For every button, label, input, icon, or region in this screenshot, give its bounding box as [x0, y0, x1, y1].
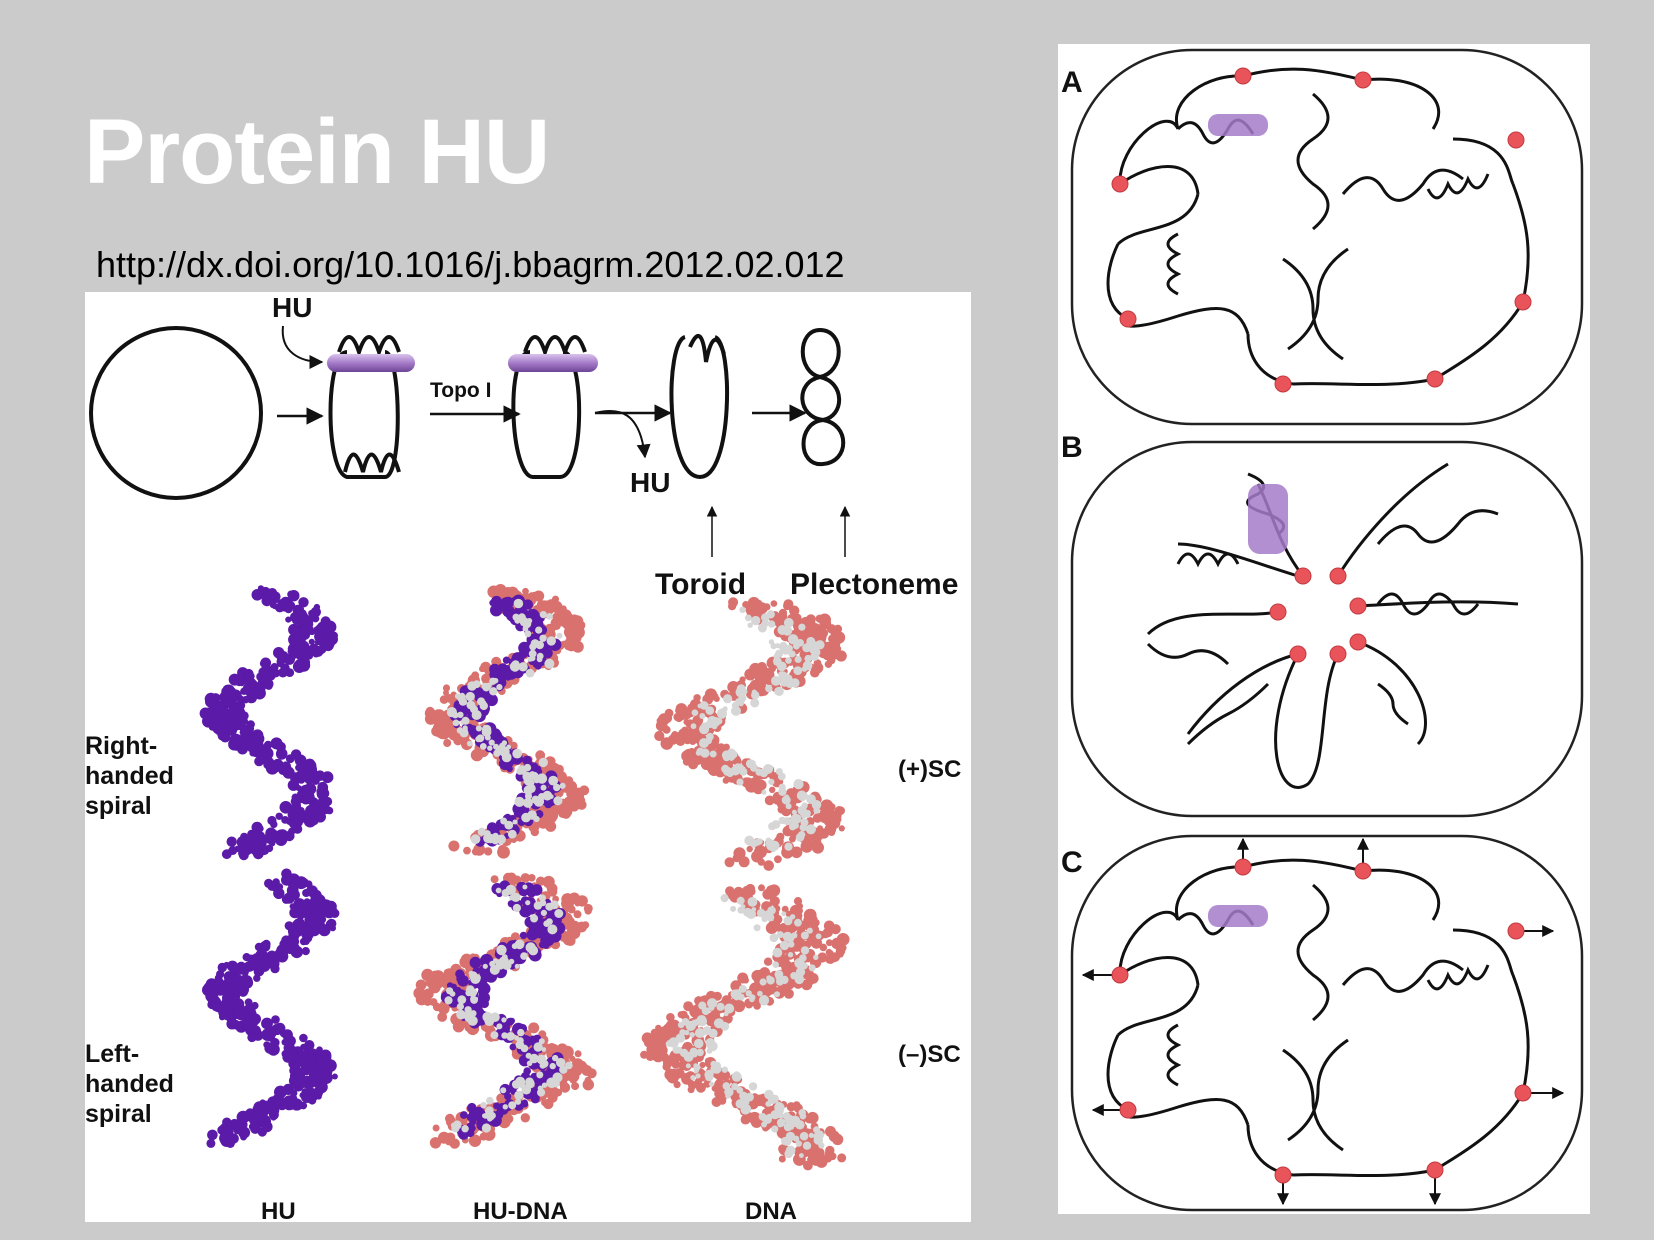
panel-b-loops — [1146, 462, 1519, 789]
topo-relaxed-loop — [511, 335, 587, 479]
hu-bound-loop — [328, 335, 401, 479]
negative-sc-label: (–)SC — [898, 1041, 961, 1068]
hudna-right-grey — [446, 598, 566, 845]
hudna-left-grey — [444, 884, 573, 1133]
panel-b-label: B — [1061, 431, 1083, 464]
panel-c-loops — [1106, 858, 1530, 1178]
hu-figure-drawing: HU Topo I HU Toroid Plectoneme Right- ha… — [85, 292, 961, 1225]
hu-label-release: HU — [630, 467, 670, 498]
panel-b-nodes — [1269, 567, 1367, 663]
panel-c-label: C — [1061, 846, 1083, 879]
topo-label: Topo I — [430, 379, 491, 402]
right-handed-label-3: spiral — [85, 792, 152, 820]
left-handed-label-2: handed — [85, 1070, 174, 1098]
nucleoid-drawing: A B C — [1061, 48, 1584, 1212]
toroid-loop — [669, 333, 730, 480]
relaxed-dna-circle — [89, 326, 263, 500]
hu-left-handed-structure — [202, 868, 340, 1148]
source-link[interactable]: http://dx.doi.org/10.1016/j.bbagrm.2012.… — [96, 244, 845, 285]
column-hu-label: HU — [261, 1198, 296, 1222]
panel-b-cell — [1070, 440, 1584, 818]
toroid-label: Toroid — [655, 568, 746, 601]
dna-left-grey — [666, 894, 825, 1159]
column-dna-label: DNA — [745, 1198, 797, 1222]
panel-a-loops — [1106, 67, 1530, 387]
left-handed-label-1: Left- — [85, 1040, 139, 1068]
left-handed-label-3: spiral — [85, 1100, 152, 1128]
positive-sc-label: (+)SC — [898, 756, 961, 783]
hu-cylinder — [327, 354, 415, 372]
hu-right-handed-structure — [199, 585, 338, 861]
dna-right-pink — [654, 596, 847, 871]
column-hudna-label: HU-DNA — [473, 1198, 568, 1222]
panel-c-cell — [1070, 834, 1584, 1212]
panel-a-label: A — [1061, 66, 1083, 99]
right-handed-label-1: Right- — [85, 732, 157, 760]
panel-c-nodes — [1111, 858, 1532, 1184]
molecular-structures — [199, 584, 850, 1171]
plectoneme-coil — [800, 327, 846, 467]
right-handed-label-2: handed — [85, 762, 174, 790]
panel-a-nodes — [1111, 67, 1532, 393]
slide-title: Protein HU — [84, 101, 550, 203]
hu-label-top: HU — [272, 292, 312, 323]
nucleoid-figure: A B C — [1058, 44, 1590, 1214]
panel-a-cell — [1070, 48, 1584, 426]
plectoneme-label: Plectoneme — [790, 568, 958, 601]
dna-right-grey — [690, 606, 825, 853]
hu-figure: HU Topo I HU Toroid Plectoneme Right- ha… — [85, 292, 971, 1225]
